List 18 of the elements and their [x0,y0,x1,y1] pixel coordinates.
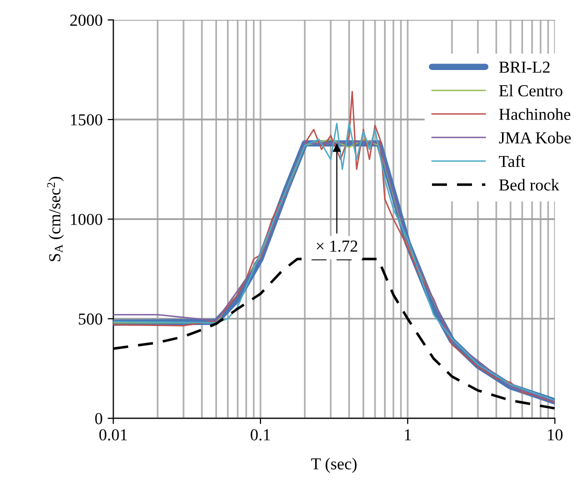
legend-label: El Centro [499,84,562,96]
x-tick-label: 1 [404,429,411,440]
legend-label: JMA Kobe [499,132,571,144]
x-tick-label: 0.01 [99,429,127,441]
y-tick-label: 500 [78,313,102,325]
x-tick-label: 0.1 [250,429,270,441]
y-tick-label: 1000 [71,214,102,226]
annotation: × 1.72 [316,240,358,252]
y-axis-title: S$_{A}$ (cm/sec$^{2}$) [47,176,64,262]
x-axis-title: T (sec) [311,458,357,473]
y-tick-label: 1500 [71,114,102,126]
x-tick-label: 10 [548,429,563,440]
legend-label: Taft [498,155,526,168]
y-tick-label: 2000 [70,14,102,26]
y-tick-label: 0 [95,413,102,424]
legend-label: Bed rock [499,178,560,191]
legend-label: BRI-L2 [499,62,550,73]
legend-label: Hachinohe [499,108,570,120]
